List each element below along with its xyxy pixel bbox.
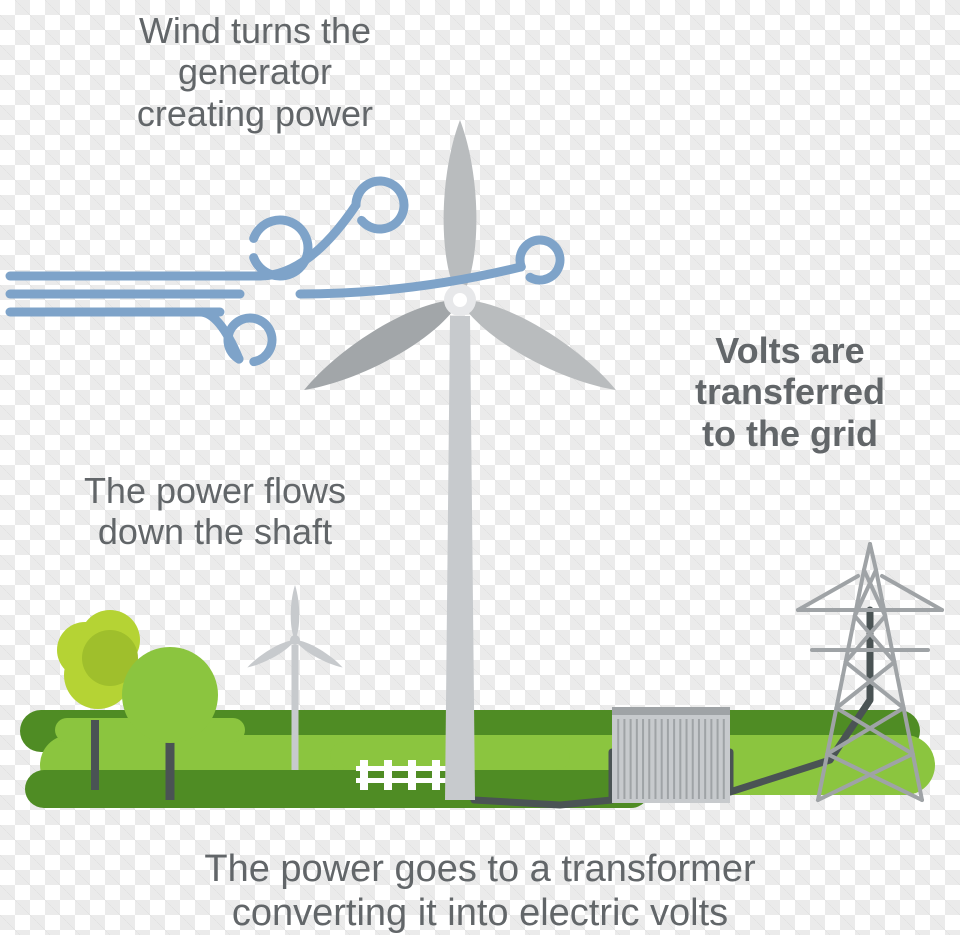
wind-icon <box>10 181 560 362</box>
label-top: Wind turns thegeneratorcreating power <box>90 10 420 134</box>
label-bottom: The power goes to a transformerconvertin… <box>80 848 880 935</box>
transformer-icon <box>612 707 730 803</box>
scene-svg <box>0 0 960 935</box>
label-left: The power flowsdown the shaft <box>30 470 400 553</box>
label-right: Volts aretransferredto the grid <box>640 330 940 454</box>
infographic-stage: Wind turns thegeneratorcreating power Th… <box>0 0 960 935</box>
